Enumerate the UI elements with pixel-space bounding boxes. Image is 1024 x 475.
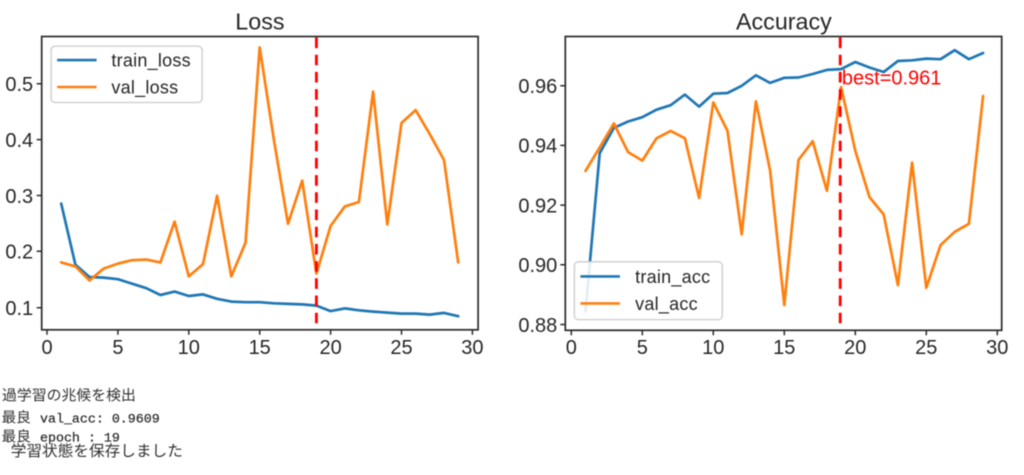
svg-text:20: 20 <box>844 337 866 359</box>
svg-text:0: 0 <box>566 337 577 359</box>
svg-text:0.96: 0.96 <box>518 76 557 98</box>
svg-text:0.88: 0.88 <box>518 315 557 337</box>
svg-text:epoch : 19: epoch : 19 <box>40 431 120 446</box>
svg-text:0.5: 0.5 <box>5 74 33 96</box>
svg-text:5: 5 <box>112 337 123 359</box>
svg-text:0.90: 0.90 <box>518 255 557 277</box>
svg-text:30: 30 <box>986 337 1008 359</box>
svg-text:val_loss: val_loss <box>111 78 178 99</box>
svg-text:train_acc: train_acc <box>635 267 710 288</box>
svg-text:0.3: 0.3 <box>5 186 33 208</box>
svg-text:20: 20 <box>319 337 341 359</box>
svg-text:15: 15 <box>773 337 795 359</box>
svg-text:25: 25 <box>390 337 412 359</box>
svg-text:0.2: 0.2 <box>5 242 33 264</box>
svg-text:val_acc: val_acc <box>635 294 698 315</box>
svg-text:Accuracy: Accuracy <box>736 9 832 35</box>
svg-text:val_acc: 0.9609: val_acc: 0.9609 <box>40 412 160 427</box>
svg-text:5: 5 <box>637 337 648 359</box>
svg-text:0.92: 0.92 <box>518 195 557 217</box>
svg-text:train_loss: train_loss <box>111 51 191 72</box>
svg-text:0.4: 0.4 <box>5 130 33 152</box>
svg-text:30: 30 <box>461 337 483 359</box>
svg-text:10: 10 <box>178 337 200 359</box>
svg-text:0.94: 0.94 <box>518 136 557 158</box>
svg-text:15: 15 <box>249 337 271 359</box>
svg-text:0: 0 <box>41 337 52 359</box>
svg-text:25: 25 <box>915 337 937 359</box>
svg-text:10: 10 <box>702 337 724 359</box>
svg-text:best=0.961: best=0.961 <box>842 68 942 90</box>
svg-text:Loss: Loss <box>235 9 284 35</box>
svg-text:0.1: 0.1 <box>5 298 33 320</box>
